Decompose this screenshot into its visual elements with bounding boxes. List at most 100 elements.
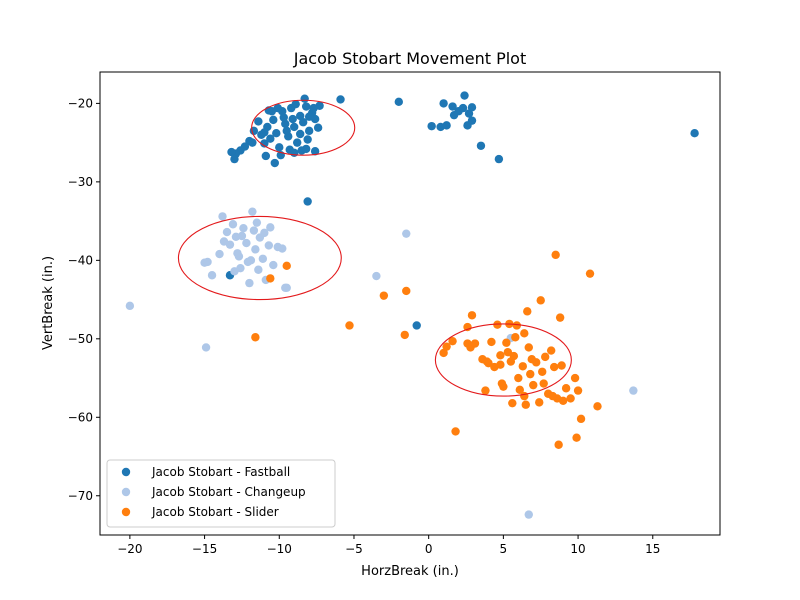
data-point	[228, 220, 238, 229]
data-point	[288, 114, 297, 124]
legend-marker	[121, 507, 131, 517]
confidence-ellipse	[434, 323, 572, 397]
data-point	[494, 154, 504, 164]
data-point	[270, 158, 279, 168]
data-point	[291, 99, 300, 109]
data-point	[300, 94, 309, 103]
data-point	[546, 346, 556, 355]
data-point	[511, 333, 520, 342]
data-point	[242, 238, 251, 248]
data-point	[282, 126, 291, 136]
legend-label: Jacob Stobart - Slider	[151, 505, 279, 519]
data-point	[487, 337, 496, 347]
data-point	[260, 139, 269, 148]
data-point	[290, 122, 299, 132]
data-point	[629, 386, 638, 395]
data-point	[558, 396, 568, 406]
axes-layer: −20 −15 −10 −5 0 5 10 15−20−30−40−50−60−70	[68, 71, 721, 556]
data-point	[439, 99, 448, 108]
legend-label: Jacob Stobart - Changeup	[151, 485, 306, 499]
data-point	[467, 103, 477, 112]
data-point	[576, 414, 586, 424]
y-axis-label: VertBreak (in.)	[41, 256, 56, 350]
data-point	[496, 360, 505, 369]
data-point	[215, 249, 224, 259]
data-point	[476, 141, 486, 150]
data-point	[125, 301, 135, 311]
data-point	[690, 129, 699, 138]
data-point	[573, 386, 583, 395]
data-point	[201, 343, 211, 352]
data-point	[304, 126, 314, 136]
data-point	[345, 321, 354, 330]
y-tick-label: −30	[68, 175, 93, 189]
y-tick-label: −70	[68, 489, 93, 503]
data-point	[538, 367, 547, 376]
data-point	[272, 129, 281, 138]
data-point	[502, 338, 511, 347]
data-point	[295, 111, 305, 121]
data-point	[554, 440, 563, 449]
data-point	[266, 134, 275, 143]
data-point	[249, 126, 259, 136]
data-point	[266, 274, 275, 283]
data-point	[536, 296, 545, 305]
data-point	[282, 283, 291, 293]
y-tick-label: −50	[68, 332, 93, 346]
data-point	[470, 339, 480, 348]
data-point	[336, 95, 345, 104]
data-point	[464, 109, 474, 118]
data-point	[535, 398, 544, 407]
data-point	[260, 128, 269, 137]
data-point	[499, 382, 508, 391]
data-point	[313, 123, 323, 132]
data-point	[496, 351, 505, 360]
data-point	[252, 218, 262, 227]
data-point	[527, 355, 536, 364]
data-point	[269, 115, 278, 125]
x-tick-label: −20	[117, 542, 142, 556]
x-tick-label: −5	[345, 542, 363, 556]
legend-box	[106, 459, 336, 528]
legend-label: Jacob Stobart - Fastball	[151, 465, 290, 479]
data-point	[557, 361, 566, 370]
data-point	[260, 228, 269, 238]
data-point	[427, 121, 436, 131]
x-tick-label: −10	[267, 542, 292, 556]
data-point	[526, 369, 535, 379]
data-point	[523, 307, 532, 316]
data-point	[463, 322, 472, 332]
x-tick-label: −15	[192, 542, 217, 556]
data-point	[248, 138, 257, 147]
x-tick-label: 10	[570, 542, 585, 556]
confidence-ellipse	[177, 215, 342, 301]
data-point	[310, 147, 320, 156]
data-point	[448, 102, 457, 111]
points-layer	[125, 91, 699, 519]
data-point	[279, 113, 288, 122]
data-point	[514, 373, 523, 383]
data-point	[400, 330, 409, 340]
data-point	[230, 154, 239, 164]
data-point	[529, 380, 538, 390]
data-point	[561, 384, 571, 393]
data-point	[254, 117, 263, 126]
data-point	[460, 91, 469, 100]
data-point	[303, 197, 312, 206]
data-point	[266, 223, 275, 232]
legend-marker	[121, 467, 131, 477]
data-point	[269, 260, 278, 270]
data-point	[394, 97, 403, 107]
data-point	[275, 143, 284, 152]
data-point	[508, 398, 517, 408]
data-point	[442, 342, 451, 351]
data-point	[555, 313, 565, 322]
data-point	[503, 347, 513, 357]
data-point	[520, 391, 529, 401]
y-tick-label: −40	[68, 253, 93, 267]
data-point	[402, 229, 411, 238]
data-point	[248, 207, 257, 216]
data-point	[379, 291, 389, 300]
y-tick-label: −60	[68, 410, 93, 424]
